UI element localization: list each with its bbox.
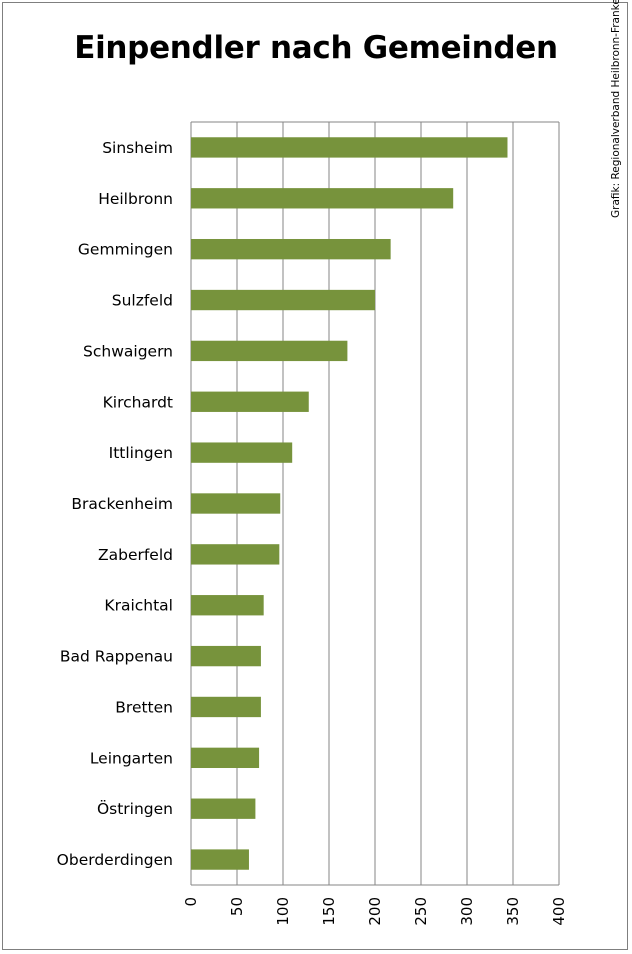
category-label: Ittlingen <box>109 444 173 462</box>
bar-4 <box>191 340 348 362</box>
bar-13 <box>191 798 256 819</box>
x-tick-label: 250 <box>412 897 430 926</box>
bar-7 <box>191 493 281 514</box>
chart-title: Einpendler nach Gemeinden <box>74 30 558 66</box>
category-label: Zaberfeld <box>98 546 173 564</box>
category-label: Gemmingen <box>78 241 173 259</box>
bars <box>191 137 508 870</box>
bar-1 <box>191 188 454 209</box>
bar-8 <box>191 544 280 565</box>
category-label: Brackenheim <box>71 495 173 513</box>
x-tick-label: 0 <box>182 897 200 907</box>
category-label: Bretten <box>115 698 173 716</box>
x-tick-label: 100 <box>274 897 292 926</box>
gridlines <box>190 121 560 886</box>
category-label: Schwaigern <box>83 342 173 360</box>
bar-6 <box>191 442 293 463</box>
bar-0 <box>191 137 508 158</box>
x-tick-label: 350 <box>504 897 522 926</box>
category-label: Leingarten <box>90 749 173 767</box>
bar-5 <box>191 391 309 412</box>
bar-9 <box>191 595 264 616</box>
category-label: Heilbronn <box>98 190 173 208</box>
x-tick-label: 300 <box>458 897 476 926</box>
category-label: Kirchardt <box>103 393 173 411</box>
category-labels: Sinsheim Heilbronn Gemmingen Sulzfeld Schwai… <box>57 139 173 869</box>
bar-2 <box>191 238 391 260</box>
bar-11 <box>191 696 261 718</box>
bar-12 <box>191 747 260 769</box>
x-tick-labels: 0 50 100 150 200 250 300 350 400 <box>182 897 568 926</box>
bar-3 <box>191 289 375 311</box>
bar-14 <box>191 849 249 870</box>
x-tick-label: 50 <box>228 897 246 916</box>
x-tick-label: 200 <box>366 897 384 926</box>
category-label: Sinsheim <box>102 139 173 157</box>
category-label: Sulzfeld <box>112 292 173 310</box>
x-tick-label: 400 <box>550 897 568 926</box>
category-label: Kraichtal <box>104 597 173 615</box>
category-label: Bad Rappenau <box>60 648 173 666</box>
category-label: Oberderdingen <box>57 851 173 869</box>
category-label: Östringen <box>97 799 173 818</box>
x-tick-label: 150 <box>320 897 338 926</box>
bar-10 <box>191 645 261 667</box>
